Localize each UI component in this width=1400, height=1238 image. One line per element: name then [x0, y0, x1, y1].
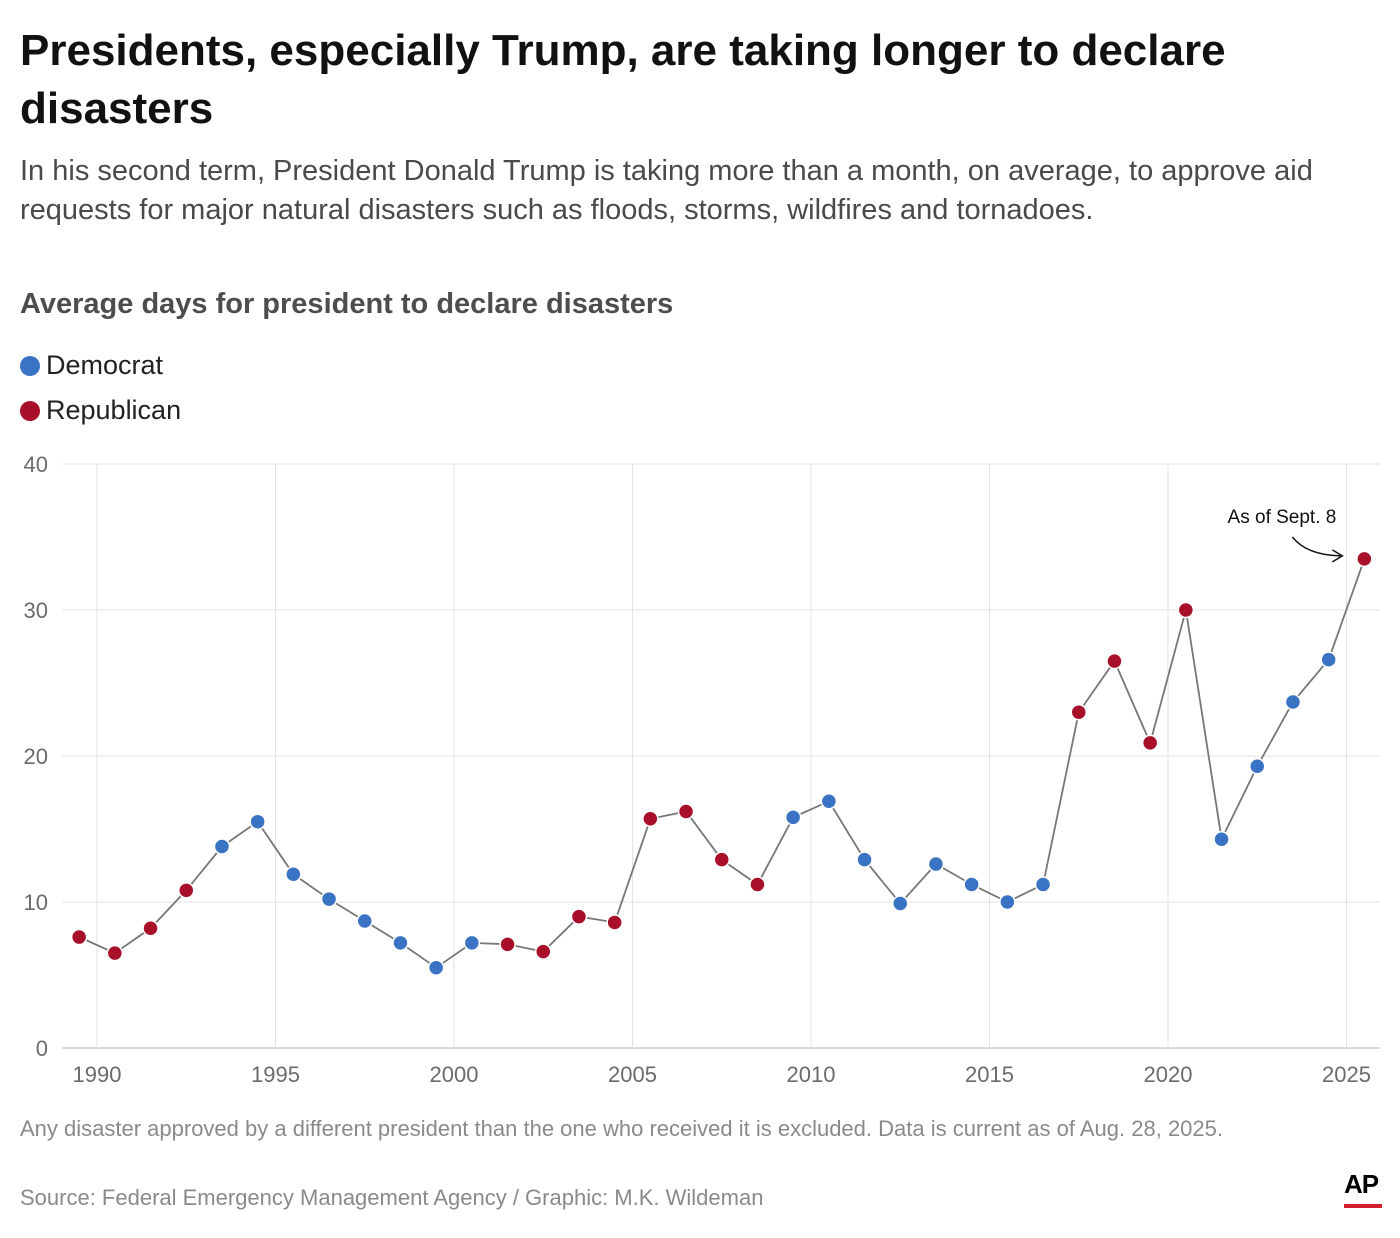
- data-point-democrat: [1284, 693, 1302, 711]
- y-tick-label: 40: [24, 452, 48, 477]
- data-point-republican: [1106, 652, 1123, 670]
- x-tick-label: 2000: [430, 1062, 479, 1087]
- data-point-republican: [142, 920, 159, 937]
- x-tick-label: 1990: [73, 1062, 122, 1087]
- line-chart: 0 10 20 30 40 1990 1995 2000 2005 2010 2015 2020 202…: [24, 452, 1380, 1087]
- data-point-republican: [70, 928, 88, 946]
- x-tick-label: 2025: [1322, 1062, 1371, 1087]
- data-point-republican: [749, 876, 766, 893]
- y-tick-label: 20: [24, 744, 48, 769]
- democrat-dot-icon: [20, 355, 40, 376]
- chart-title: Presidents, especially Trump, are taking…: [20, 26, 1226, 133]
- x-tick-label: 2010: [787, 1062, 836, 1087]
- legend-label-democrat: Democrat: [46, 350, 164, 380]
- data-point-democrat: [213, 838, 231, 855]
- x-tick-label: 2020: [1144, 1062, 1193, 1087]
- ap-logo-text: AP: [1344, 1169, 1379, 1199]
- data-point-republican: [642, 810, 659, 828]
- ap-logo: AP: [1344, 1170, 1382, 1208]
- data-point-republican: [1070, 703, 1087, 721]
- data-point-democrat: [463, 934, 481, 952]
- annotation-arrow: [1291, 536, 1341, 557]
- x-tick-label: 2005: [608, 1062, 657, 1087]
- data-point-democrat: [285, 866, 302, 883]
- data-point-republican: [677, 803, 695, 820]
- chart-subtitle: In his second term, President Donald Tru…: [20, 155, 1313, 226]
- data-point-democrat: [820, 793, 838, 810]
- data-point-democrat: [356, 912, 373, 930]
- data-point-republican: [178, 882, 195, 899]
- republican-dot-icon: [20, 400, 40, 421]
- source-credit: Source: Federal Emergency Management Age…: [20, 1185, 764, 1210]
- legend-item-republican: Republican: [20, 388, 181, 433]
- annotation-label: As of Sept. 8: [1228, 507, 1337, 528]
- y-tick-label: 30: [24, 598, 48, 623]
- data-point-republican: [499, 936, 516, 953]
- x-tick-label: 2015: [965, 1062, 1014, 1087]
- data-point-republican: [606, 914, 623, 931]
- data-point-democrat: [856, 851, 873, 868]
- series-line: [78, 558, 1366, 969]
- data-point-democrat: [999, 893, 1016, 911]
- y-tick-label: 0: [36, 1036, 48, 1061]
- data-point-republican: [570, 908, 588, 925]
- data-point-democrat: [784, 809, 802, 826]
- data-point-democrat: [927, 855, 945, 873]
- data-point-democrat: [1249, 757, 1266, 775]
- chart-heading: Average days for president to declare di…: [20, 288, 674, 320]
- legend: Democrat Republican: [20, 343, 181, 433]
- data-point-republican: [1177, 601, 1195, 619]
- data-point-democrat: [320, 890, 338, 908]
- ap-logo-bar: [1344, 1204, 1382, 1208]
- data-point-republican: [713, 851, 730, 868]
- data-point-republican: [535, 943, 552, 960]
- legend-item-democrat: Democrat: [20, 343, 181, 388]
- data-point-democrat: [1034, 876, 1052, 893]
- footnote: Any disaster approved by a different pre…: [20, 1116, 1223, 1141]
- data-point-democrat: [892, 895, 909, 912]
- data-point-republican: [1141, 734, 1159, 752]
- data-point-democrat: [1320, 651, 1337, 668]
- data-point-democrat: [963, 876, 980, 893]
- annotation-arrowhead: [1331, 549, 1344, 563]
- data-point-democrat: [427, 959, 445, 976]
- data-point-republican: [1356, 550, 1373, 568]
- data-point-republican: [106, 944, 124, 962]
- x-tick-label: 1995: [251, 1062, 300, 1087]
- data-point-democrat: [249, 813, 266, 830]
- y-tick-label: 10: [24, 890, 48, 915]
- legend-label-republican: Republican: [46, 395, 182, 425]
- data-point-democrat: [1213, 830, 1230, 848]
- data-point-democrat: [392, 934, 409, 952]
